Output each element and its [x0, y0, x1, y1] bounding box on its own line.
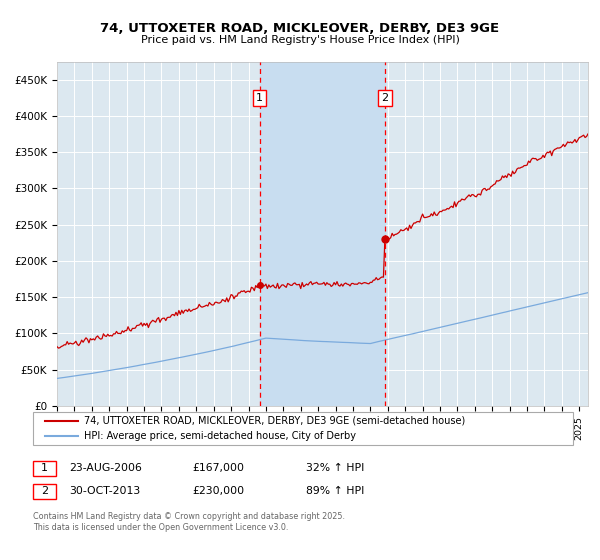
Text: 74, UTTOXETER ROAD, MICKLEOVER, DERBY, DE3 9GE (semi-detached house): 74, UTTOXETER ROAD, MICKLEOVER, DERBY, D…	[84, 416, 465, 426]
Text: 89% ↑ HPI: 89% ↑ HPI	[306, 486, 364, 496]
Text: £167,000: £167,000	[192, 463, 244, 473]
Text: 2: 2	[41, 486, 48, 496]
Text: Contains HM Land Registry data © Crown copyright and database right 2025.
This d: Contains HM Land Registry data © Crown c…	[33, 512, 345, 532]
Text: 74, UTTOXETER ROAD, MICKLEOVER, DERBY, DE3 9GE: 74, UTTOXETER ROAD, MICKLEOVER, DERBY, D…	[100, 22, 500, 35]
Text: 1: 1	[256, 93, 263, 103]
Text: 32% ↑ HPI: 32% ↑ HPI	[306, 463, 364, 473]
Text: 2: 2	[381, 93, 388, 103]
Text: 23-AUG-2006: 23-AUG-2006	[69, 463, 142, 473]
Text: Price paid vs. HM Land Registry's House Price Index (HPI): Price paid vs. HM Land Registry's House …	[140, 35, 460, 45]
Text: 1: 1	[41, 463, 48, 473]
Text: £230,000: £230,000	[192, 486, 244, 496]
Text: 30-OCT-2013: 30-OCT-2013	[69, 486, 140, 496]
Text: HPI: Average price, semi-detached house, City of Derby: HPI: Average price, semi-detached house,…	[84, 431, 356, 441]
Bar	[260, 62, 385, 406]
